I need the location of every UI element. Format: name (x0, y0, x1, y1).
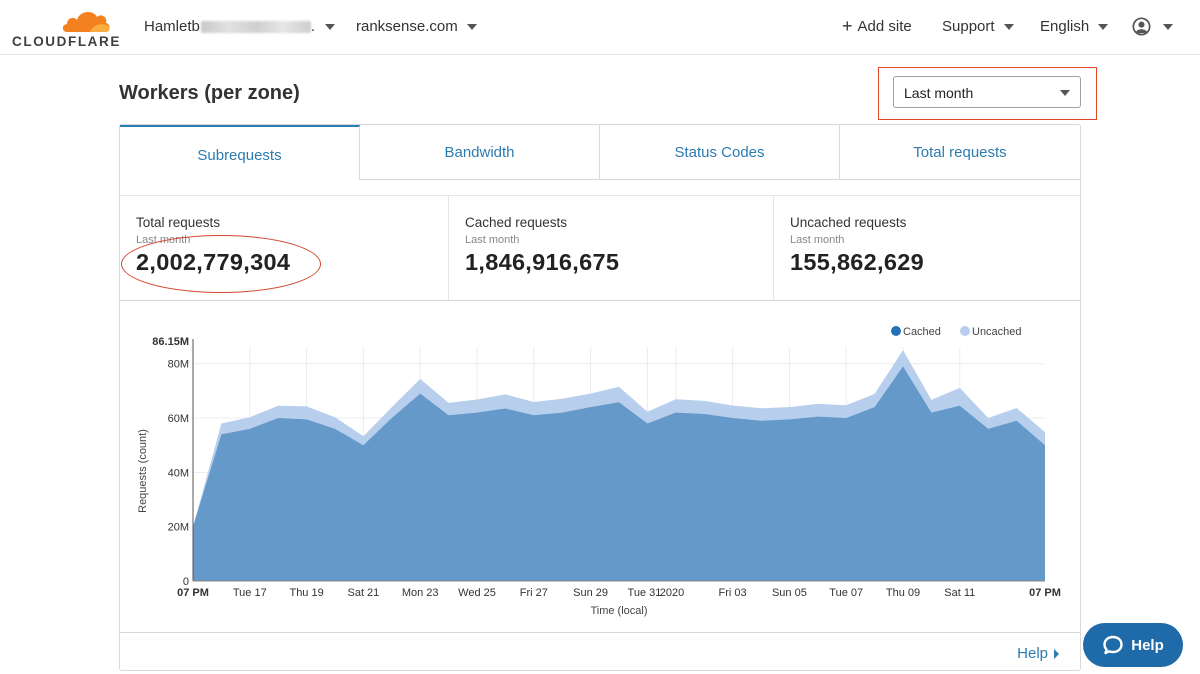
legend-cached-marker (891, 326, 901, 336)
x-tick-label: Sun 05 (772, 587, 807, 599)
caret-right-icon (1054, 648, 1059, 659)
tab-status-codes[interactable]: Status Codes (600, 125, 840, 180)
time-range-value: Last month (904, 85, 974, 101)
y-tick-label: 20M (168, 522, 189, 534)
chevron-down-icon (1163, 23, 1173, 30)
help-link[interactable]: Help (1017, 645, 1059, 662)
y-max-label: 86.15M (152, 336, 189, 348)
y-tick-label: 0 (183, 576, 189, 588)
help-chat-button[interactable]: Help (1083, 623, 1183, 667)
account-selector[interactable]: Hamletb. (144, 18, 336, 35)
help-link-label: Help (1017, 645, 1048, 662)
x-tick-label: 07 PM (177, 587, 209, 599)
chevron-down-icon (466, 23, 477, 30)
cached-area (193, 366, 1045, 581)
account-suffix: . (310, 18, 316, 35)
x-tick-label: Tue 17 (233, 587, 267, 599)
user-avatar-icon (1132, 17, 1151, 36)
highlight-annotation (878, 67, 1097, 120)
x-tick-label: Fri 27 (520, 587, 548, 599)
tab-bandwidth[interactable]: Bandwidth (360, 125, 600, 180)
language-menu[interactable]: English (1040, 18, 1109, 35)
y-tick-label: 60M (168, 413, 189, 425)
y-tick-label: 40M (168, 467, 189, 479)
redacted-account (200, 20, 311, 33)
tab-subrequests[interactable]: Subrequests (120, 125, 360, 180)
card-footer: Help (120, 632, 1080, 670)
stat-cached-requests: Cached requests Last month 1,846,916,675 (448, 196, 773, 300)
chevron-down-icon (1060, 90, 1070, 96)
chat-bubble-icon (1103, 635, 1123, 655)
stat-value: 1,846,916,675 (465, 249, 620, 275)
stat-label: Uncached requests (790, 215, 907, 230)
x-tick-label: Wed 25 (458, 587, 496, 599)
x-tick-label: Tue 31 (628, 587, 662, 599)
x-tick-label: Sun 29 (573, 587, 608, 599)
x-tick-label: 2020 (660, 587, 684, 599)
zone-name: ranksense.com (356, 18, 458, 35)
stat-period: Last month (465, 234, 520, 246)
x-tick-label: Thu 09 (886, 587, 920, 599)
x-tick-label: Mon 23 (402, 587, 439, 599)
stat-period: Last month (790, 234, 845, 246)
plus-icon: + (842, 16, 853, 36)
help-button-label: Help (1131, 636, 1164, 654)
zone-selector[interactable]: ranksense.com (356, 18, 477, 35)
requests-area-chart: 0 20M 40M 60M 80M 86.15M 07 PM Tue 17 Thu 19 Sat … (137, 326, 1061, 617)
stat-label: Total requests (136, 215, 221, 230)
legend-uncached-label: Uncached (972, 326, 1022, 338)
stat-value: 155,862,629 (790, 249, 924, 275)
x-tick-label: Fri 03 (719, 587, 747, 599)
tab-label: Subrequests (197, 147, 282, 164)
chevron-down-icon (325, 23, 336, 30)
x-tick-label: Sat 11 (944, 587, 975, 599)
logo-wordmark: CLOUDFLARE (12, 34, 121, 49)
support-menu[interactable]: Support (942, 18, 1014, 35)
legend-uncached-marker (960, 326, 970, 336)
workers-analytics-card: Subrequests Bandwidth Status Codes Total… (119, 124, 1081, 671)
language-label: English (1040, 18, 1090, 35)
tab-total-requests[interactable]: Total requests (840, 125, 1080, 180)
page-title: Workers (per zone) (119, 82, 300, 104)
top-nav: CLOUDFLARE Hamletb. ranksense.com + Add … (0, 0, 1200, 55)
x-axis-title: Time (local) (590, 605, 647, 617)
add-site-label: Add site (857, 18, 912, 35)
cloudflare-logo[interactable]: CLOUDFLARE (12, 8, 119, 49)
user-menu[interactable] (1132, 17, 1173, 36)
stat-uncached-requests: Uncached requests Last month 155,862,629 (773, 196, 1080, 300)
y-tick-label: 80M (168, 359, 189, 371)
stat-label: Cached requests (465, 215, 568, 230)
x-tick-label: Tue 07 (829, 587, 863, 599)
time-range-select[interactable]: Last month (893, 76, 1081, 108)
x-tick-label: Thu 19 (289, 587, 323, 599)
metric-tabs: Subrequests Bandwidth Status Codes Total… (120, 125, 1080, 180)
support-label: Support (942, 18, 995, 35)
legend-cached-label: Cached (903, 326, 941, 338)
tab-label: Total requests (913, 143, 1007, 161)
circle-annotation (121, 235, 321, 293)
y-axis-title: Requests (count) (137, 429, 149, 513)
chevron-down-icon (1003, 23, 1014, 30)
account-name: Hamletb (144, 18, 200, 35)
cloud-icon (62, 11, 110, 32)
tab-label: Bandwidth (444, 143, 515, 161)
chevron-down-icon (1098, 23, 1109, 30)
add-site-button[interactable]: + Add site (842, 16, 912, 36)
tab-label: Status Codes (674, 143, 765, 161)
x-tick-label: Sat 21 (347, 587, 379, 599)
x-tick-label: 07 PM (1029, 587, 1061, 599)
